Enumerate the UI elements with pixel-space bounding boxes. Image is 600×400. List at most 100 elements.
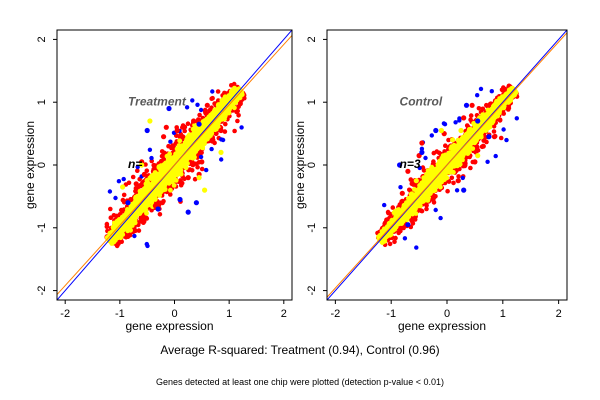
cloud-point (138, 182, 144, 188)
cloud-point (223, 121, 228, 127)
cloud-point (195, 164, 200, 170)
cloud-point (197, 112, 202, 118)
cloud-point (173, 178, 179, 183)
cloud-point (501, 127, 506, 132)
cloud-point (128, 227, 134, 233)
data-point (180, 134, 186, 140)
cloud-point (387, 241, 393, 247)
cloud-point (143, 162, 148, 167)
cloud-point (206, 118, 212, 124)
cloud-point (182, 128, 187, 134)
cloud-point (442, 122, 448, 127)
cloud-point (396, 230, 402, 236)
y-tick-label: 1 (36, 99, 48, 105)
cloud-point (423, 155, 428, 161)
cloud-point (113, 195, 118, 201)
cloud-point (199, 166, 205, 172)
cloud-point (215, 89, 221, 94)
panel-title: Treatment (128, 94, 187, 108)
cloud-point (166, 143, 171, 149)
cloud-point (155, 190, 160, 196)
cloud-point (207, 107, 213, 113)
data-point (191, 118, 197, 124)
cloud-point (203, 110, 208, 116)
cloud-point (171, 183, 177, 188)
cloud-point (189, 136, 195, 142)
cloud-point (195, 102, 200, 108)
cloud-point (504, 137, 509, 143)
cloud-point (408, 177, 414, 182)
cloud-point (401, 225, 406, 231)
cloud-point (484, 103, 490, 108)
cloud-point (163, 161, 169, 167)
cloud-point (164, 153, 170, 159)
cloud-point (514, 116, 519, 121)
cloud-point (468, 113, 474, 118)
data-point (133, 181, 139, 187)
cloud-point (485, 159, 490, 164)
cloud-point (174, 171, 180, 176)
cloud-point (491, 129, 497, 134)
cloud-point (176, 145, 181, 151)
y-tick-label: -1 (36, 223, 48, 233)
cloud-point (132, 233, 137, 239)
cloud-point (235, 118, 240, 124)
cloud-point (222, 129, 228, 134)
cloud-point (402, 236, 408, 241)
cloud-point (184, 105, 190, 110)
data-point (185, 209, 191, 215)
cloud-point (143, 205, 148, 211)
data-point (125, 200, 131, 206)
cloud-point (180, 125, 185, 130)
cloud-point (446, 179, 452, 184)
data-point (196, 121, 202, 127)
cloud-point (476, 106, 482, 111)
cloud-point (431, 159, 436, 164)
cloud-point (177, 166, 183, 172)
cloud-point (191, 131, 196, 136)
cloud-point (393, 235, 398, 241)
cloud-point (453, 120, 458, 125)
cloud-point (173, 166, 179, 172)
cloud-point (445, 188, 450, 194)
data-point (144, 127, 150, 134)
cloud-point (185, 121, 191, 126)
cloud-point (188, 151, 194, 157)
cloud-point (456, 174, 461, 179)
cloud-point (208, 113, 214, 119)
cloud-point (209, 146, 214, 152)
cloud-point (207, 126, 213, 132)
y-tick-label: 0 (36, 162, 48, 168)
cloud-point (222, 94, 228, 100)
data-point (210, 137, 216, 143)
cloud-point (120, 208, 125, 214)
cloud-point (190, 98, 195, 103)
cloud-point (202, 141, 207, 147)
cloud-point (169, 171, 175, 177)
cloud-point (236, 113, 241, 118)
data-point (202, 187, 208, 193)
cloud-point (385, 209, 391, 215)
cloud-point (145, 182, 151, 188)
cloud-point (120, 197, 126, 203)
cloud-point (398, 185, 403, 190)
cloud-point (460, 175, 465, 181)
cloud-point (198, 107, 204, 113)
plot-area (327, 30, 567, 300)
cloud-point (201, 137, 207, 143)
cloud-point (499, 87, 505, 93)
cloud-point (224, 110, 230, 116)
data-point (161, 134, 167, 140)
x-tick-label: 2 (281, 308, 287, 320)
cloud-point (174, 153, 180, 159)
data-point (193, 200, 199, 206)
cloud-point (159, 167, 165, 173)
data-point (155, 206, 161, 212)
cloud-point (178, 171, 184, 177)
cloud-point (443, 143, 448, 148)
cloud-point (200, 125, 206, 131)
cloud-point (129, 223, 135, 228)
